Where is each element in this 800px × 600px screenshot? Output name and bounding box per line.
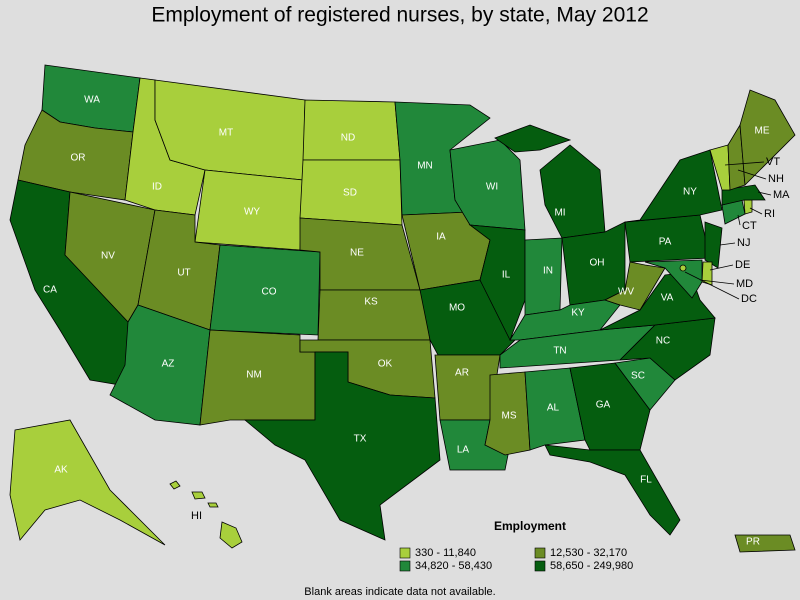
state-label: WY [244,207,260,218]
state-label: NM [246,370,262,381]
state-label: NV [101,251,115,262]
legend-label: 34,820 - 58,430 [415,560,492,572]
state-label: IL [502,270,511,281]
state [704,221,723,269]
state-label: CT [742,220,757,232]
state [743,199,753,215]
state-label: MA [773,189,790,201]
state [734,534,796,553]
state-label: VA [661,293,674,304]
state-label: MO [449,303,465,314]
state-label: AR [455,368,469,379]
legend-title: Employment [494,519,566,533]
state-label: LA [457,445,470,456]
state [644,259,703,299]
state [243,351,441,541]
state-label: GA [596,400,611,411]
state [302,99,401,161]
state-label: TN [553,346,566,357]
legend-swatch [399,560,411,572]
state-label: NC [656,336,670,347]
state-label: PA [659,237,672,248]
state-label: AL [547,403,560,414]
state-label: SD [343,188,357,199]
state-label: ME [755,126,770,137]
state-label: ND [341,133,355,144]
state-label: MT [219,128,233,139]
state-label: WV [618,287,634,298]
state-label: SC [631,371,645,382]
map-title: Employment of registered nurses, by stat… [151,4,648,27]
state [603,261,666,311]
state-label: DC [741,293,757,305]
state-label: KY [571,308,585,319]
state [721,184,766,206]
state [524,367,586,451]
state-label: ID [152,182,162,193]
legend-swatch [534,560,546,572]
state-label: KS [364,297,378,308]
state-label: MI [554,208,565,219]
state-label: WA [84,95,100,106]
state [169,480,243,549]
legend-label: 12,530 - 32,170 [550,547,627,559]
state-label: TX [354,434,367,445]
state-label: CO [262,287,277,298]
state-label: VT [766,156,780,168]
state-label: CA [43,285,57,296]
state-label: MS [502,411,517,422]
state-label: PR [746,537,760,548]
state [544,444,681,536]
state-label: DE [735,259,750,271]
state-label: OK [378,359,393,370]
state-label: NJ [737,237,750,249]
state-label: NY [683,187,697,198]
state-label: RI [764,208,775,220]
state-label: OH [590,258,605,269]
legend-swatch [399,547,411,559]
state-label: MN [417,161,433,172]
state-label: OR [71,153,86,164]
footnote: Blank areas indicate data not available. [304,586,495,598]
state-label: IN [543,266,553,277]
leader-lines [684,161,772,300]
state-label: UT [177,268,190,279]
state [679,264,687,272]
state-label: AK [54,465,68,476]
state-label: IA [436,232,446,243]
legend-label: 330 - 11,840 [415,547,476,559]
state [9,419,166,546]
legend-label: 58,650 - 249,980 [550,560,633,572]
legend: 330 - 11,840 12,530 - 32,170 34,820 - 58,4… [399,547,633,572]
state-label: FL [640,475,652,486]
state-label: MD [736,278,753,290]
state [624,149,723,223]
state [739,89,796,186]
state-label: HI [191,510,202,522]
state-label: WI [486,182,498,193]
legend-swatch [534,547,546,559]
state-label: AZ [162,359,175,370]
state-label: NE [350,248,364,259]
state-label: NH [768,173,784,185]
